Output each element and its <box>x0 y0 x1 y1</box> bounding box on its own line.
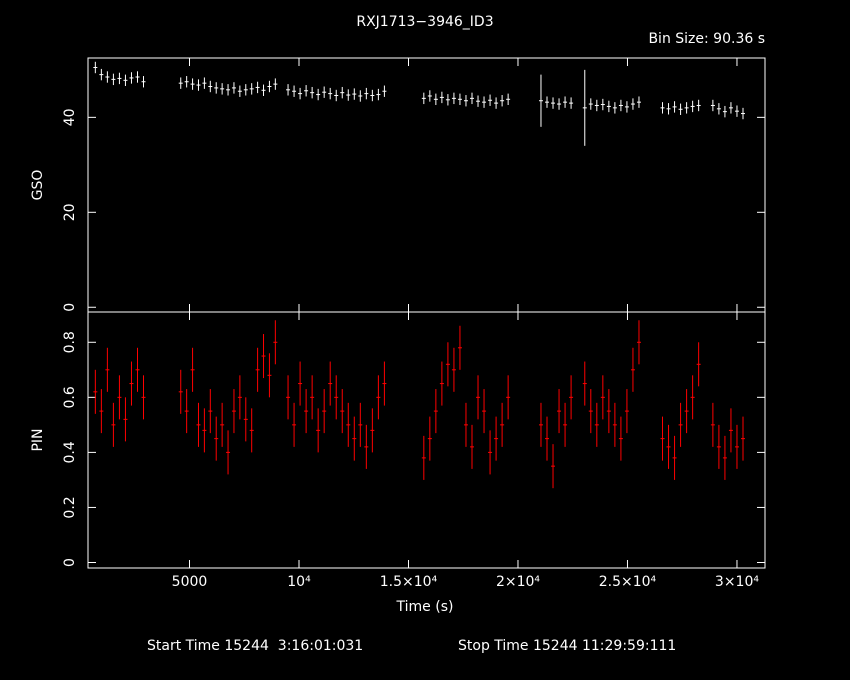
y-tick-label: 0.2 <box>62 496 78 518</box>
plot-frame <box>87 311 766 569</box>
bin-size: Bin Size: 90.36 s <box>648 31 765 47</box>
x-axis-label: Time (s) <box>396 599 454 615</box>
x-tick-label: 2.5×10⁴ <box>599 574 657 590</box>
y-axis-label: GSO <box>30 170 46 201</box>
y-tick-label: 0.8 <box>62 331 78 353</box>
stop-time: Stop Time 15244 11:29:59:111 <box>458 638 676 654</box>
y-tick-label: 0.4 <box>62 441 78 463</box>
start-time: Start Time 15244 3:16:01:031 <box>147 638 363 654</box>
y-tick-label: 0 <box>62 558 78 567</box>
x-tick-label: 10⁴ <box>287 574 311 590</box>
y-axis-label: PIN <box>30 428 46 451</box>
y-tick-label: 40 <box>62 108 78 126</box>
x-tick-label: 5000 <box>172 574 208 590</box>
chart-title: RXJ1713−3946_ID3 <box>356 14 493 30</box>
y-tick-label: 0.6 <box>62 386 78 408</box>
x-tick-label: 3×10⁴ <box>715 574 759 590</box>
y-tick-label: 0 <box>62 303 78 312</box>
x-tick-label: 2×10⁴ <box>496 574 540 590</box>
x-tick-label: 1.5×10⁴ <box>380 574 438 590</box>
y-tick-label: 20 <box>62 203 78 221</box>
